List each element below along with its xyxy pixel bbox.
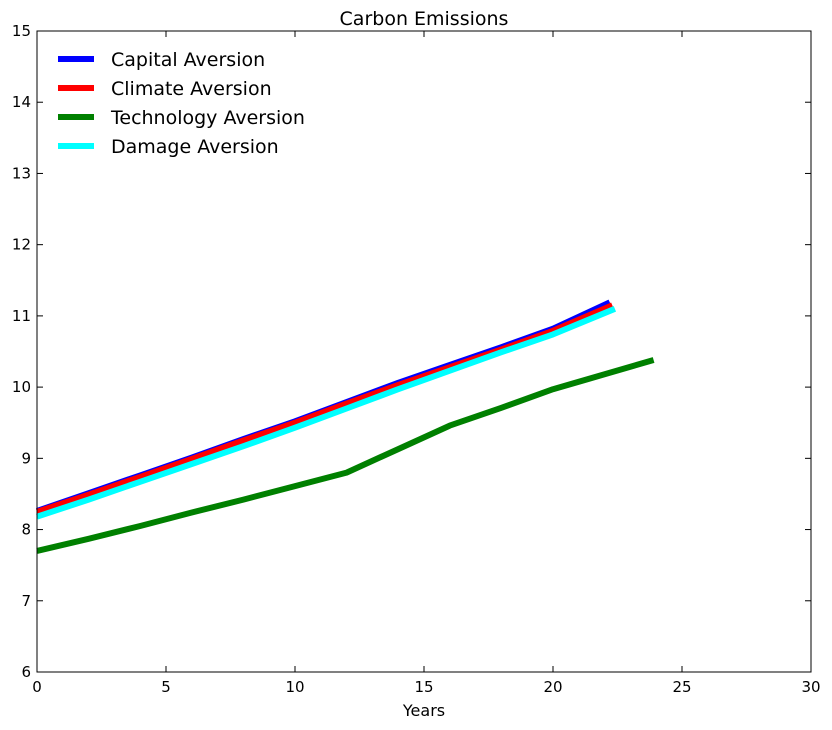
x-tick-label: 0 xyxy=(32,678,42,696)
y-tick-label: 6 xyxy=(21,663,31,681)
legend-label-3: Damage Aversion xyxy=(111,136,279,158)
y-tick-label: 9 xyxy=(21,449,31,467)
y-tick-label: 10 xyxy=(12,378,31,396)
y-tick-label: 14 xyxy=(12,93,31,111)
ticks-layer: 0 5 10 15 20 25 30 6 7 8 9 10 11 12 13 14 15 xyxy=(12,22,821,696)
legend: Capital Aversion Climate Aversion Technolo… xyxy=(58,49,305,158)
x-tick-label: 15 xyxy=(414,678,433,696)
y-tick-label: 7 xyxy=(21,592,31,610)
x-tick-label: 5 xyxy=(161,678,171,696)
y-tick-label: 8 xyxy=(21,521,31,539)
y-tick-label: 15 xyxy=(12,22,31,40)
chart-title: Carbon Emissions xyxy=(340,8,509,30)
y-tick-label: 12 xyxy=(12,236,31,254)
series-line-2 xyxy=(36,357,655,554)
legend-label-1: Climate Aversion xyxy=(111,78,272,100)
y-tick-label: 13 xyxy=(12,164,31,182)
series-layer xyxy=(36,299,655,554)
x-tick-label: 30 xyxy=(801,678,820,696)
legend-label-0: Capital Aversion xyxy=(111,49,265,71)
x-tick-label: 20 xyxy=(543,678,562,696)
legend-label-2: Technology Aversion xyxy=(110,107,305,129)
x-tick-label: 25 xyxy=(672,678,691,696)
y-tick-label: 11 xyxy=(12,307,31,325)
series-line-3 xyxy=(36,306,617,520)
x-axis-title: Years xyxy=(402,701,445,720)
x-tick-label: 10 xyxy=(285,678,304,696)
